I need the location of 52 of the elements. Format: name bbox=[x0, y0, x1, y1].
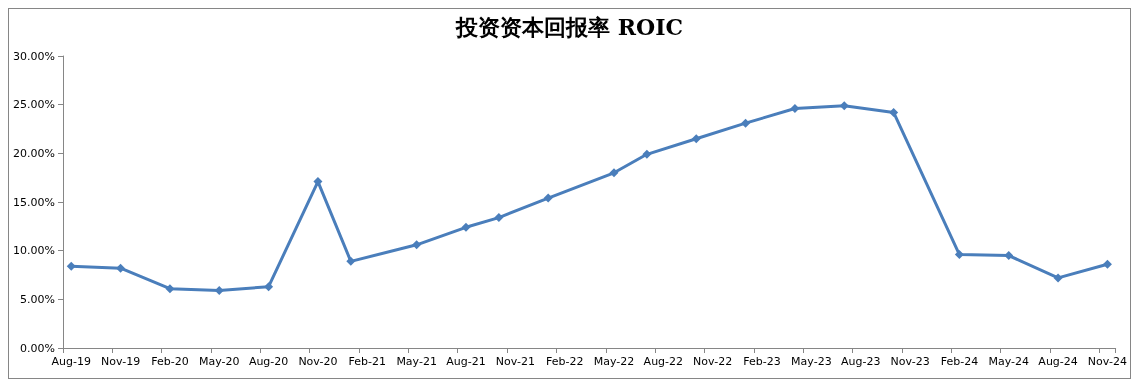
point bbox=[543, 193, 553, 203]
x-tick-label: Aug-23 bbox=[840, 355, 881, 368]
point bbox=[412, 240, 422, 250]
chart-title: 投资资本回报率 ROIC bbox=[455, 14, 683, 40]
y-tick-label: 25.00% bbox=[13, 98, 55, 112]
point bbox=[494, 213, 504, 223]
x-tick-label: May-24 bbox=[988, 355, 1029, 368]
point bbox=[839, 101, 849, 111]
point bbox=[346, 256, 356, 266]
y-tick-label: 30.00% bbox=[13, 49, 55, 63]
x-tick-label: Aug-19 bbox=[51, 355, 91, 368]
x-tick-label: Aug-20 bbox=[248, 355, 289, 368]
point bbox=[642, 149, 652, 159]
x-tick-label: Nov-23 bbox=[890, 355, 930, 368]
point bbox=[1004, 251, 1014, 261]
y-tick-label: 10.00% bbox=[13, 244, 55, 258]
point bbox=[741, 118, 751, 128]
x-tick-label: Nov-20 bbox=[298, 355, 338, 368]
x-tick-label: Feb-24 bbox=[940, 355, 979, 368]
point bbox=[313, 177, 323, 187]
point bbox=[691, 134, 701, 144]
point bbox=[889, 107, 899, 117]
point bbox=[1053, 273, 1063, 283]
x-tick-label: Nov-21 bbox=[495, 355, 535, 368]
x-tick-label: Feb-21 bbox=[348, 355, 387, 368]
point bbox=[66, 261, 76, 271]
x-tick-label: May-21 bbox=[396, 355, 437, 368]
x-tick-label: Aug-21 bbox=[446, 355, 486, 368]
point bbox=[214, 286, 224, 296]
x-tick-label: May-20 bbox=[199, 355, 240, 368]
point bbox=[264, 282, 274, 292]
x-tick-label: Feb-23 bbox=[743, 355, 781, 368]
y-tick-label: 0.00% bbox=[20, 341, 55, 355]
point bbox=[461, 222, 471, 232]
x-tick-label: Aug-22 bbox=[643, 355, 684, 368]
x-tick-label: Nov-19 bbox=[101, 355, 141, 368]
point bbox=[165, 284, 175, 294]
point bbox=[1102, 259, 1112, 269]
y-tick-label: 5.00% bbox=[20, 292, 55, 306]
point bbox=[790, 104, 800, 114]
x-tick-label: Feb-22 bbox=[545, 355, 584, 368]
point bbox=[954, 250, 964, 260]
point bbox=[609, 168, 619, 178]
x-tick-label: Feb-20 bbox=[151, 355, 189, 368]
x-tick-label: Aug-24 bbox=[1038, 355, 1078, 368]
x-tick-label: Nov-24 bbox=[1087, 355, 1127, 368]
x-tick-label: Nov-22 bbox=[693, 355, 733, 368]
y-tick-label: 15.00% bbox=[13, 195, 55, 209]
y-tick-label: 20.00% bbox=[13, 146, 55, 160]
x-tick-label: May-23 bbox=[791, 355, 832, 368]
x-tick-label: May-22 bbox=[593, 355, 635, 368]
point bbox=[116, 263, 126, 273]
